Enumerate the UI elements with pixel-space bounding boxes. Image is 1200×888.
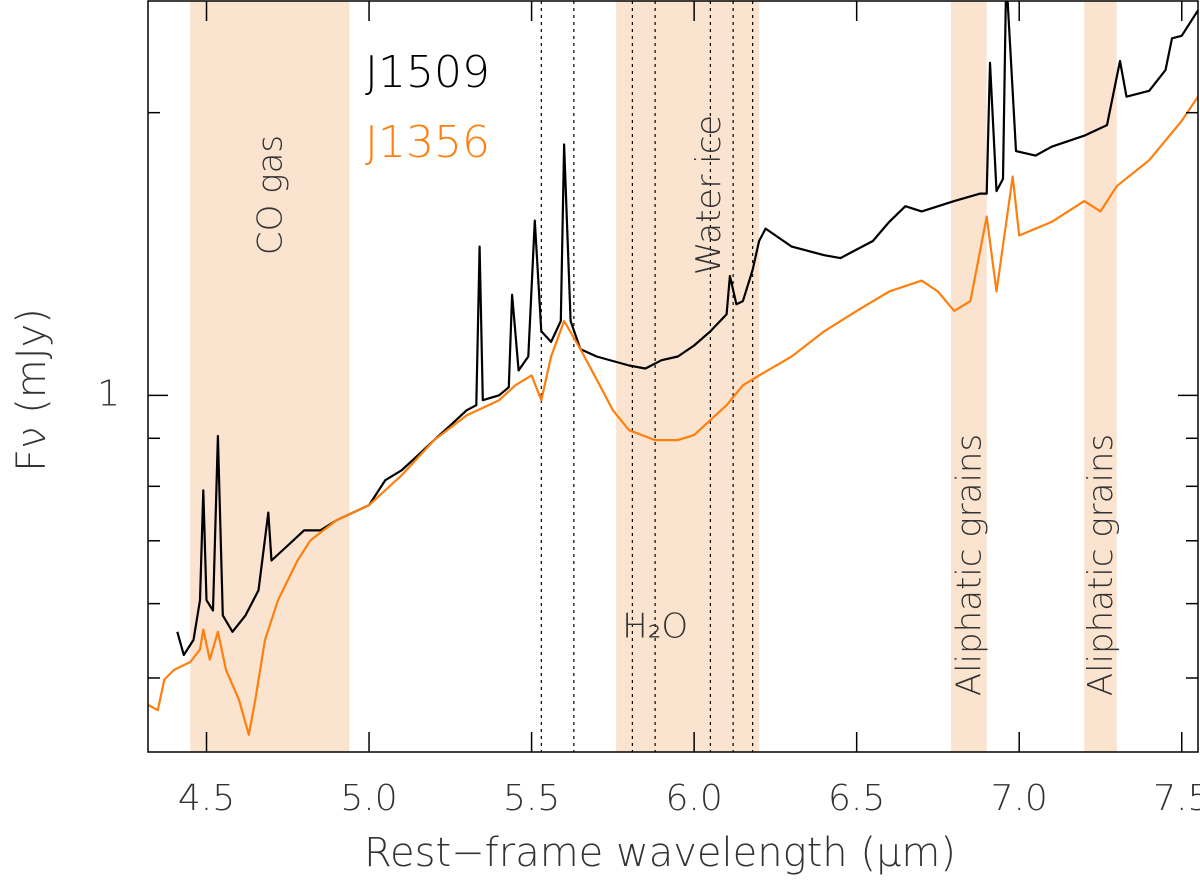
band [1084, 1, 1117, 752]
legend-label: J1356 [365, 117, 490, 168]
reference-label: H₂O [622, 607, 688, 647]
x-tick-label: 5.5 [503, 778, 560, 819]
band [616, 1, 760, 752]
x-tick-label: 7.0 [991, 778, 1048, 819]
x-tick-label: 4.5 [178, 778, 235, 819]
x-tick-label: 7.5 [1153, 778, 1200, 819]
bands [190, 1, 1117, 752]
spectra [148, 1, 1198, 736]
band-label: CO gas [250, 135, 290, 255]
spectrum-line [148, 96, 1198, 736]
band-label: Water ice [689, 115, 729, 275]
y-axis-label: Fν (mJy) [9, 308, 55, 472]
legend-label: J1509 [365, 47, 490, 98]
spectrum-line [176, 1, 1198, 657]
band-label: Aliphatic grains [949, 434, 989, 696]
axes: 4.5 5.0 5.5 6.0 6.5 7.0 7.5 1 [97, 0, 1200, 819]
band [190, 1, 350, 752]
x-tick-label: 5.0 [340, 778, 397, 819]
plot-frame [147, 0, 1199, 753]
reference-lines [540, 1, 754, 752]
x-axis-label: Rest−frame wavelength (μm) [364, 830, 956, 876]
x-tick-label: 6.5 [828, 778, 885, 819]
y-tick-label: 1 [97, 373, 120, 414]
band-label: Aliphatic grains [1081, 434, 1121, 696]
x-tick-label: 6.0 [665, 778, 722, 819]
band [950, 1, 987, 752]
